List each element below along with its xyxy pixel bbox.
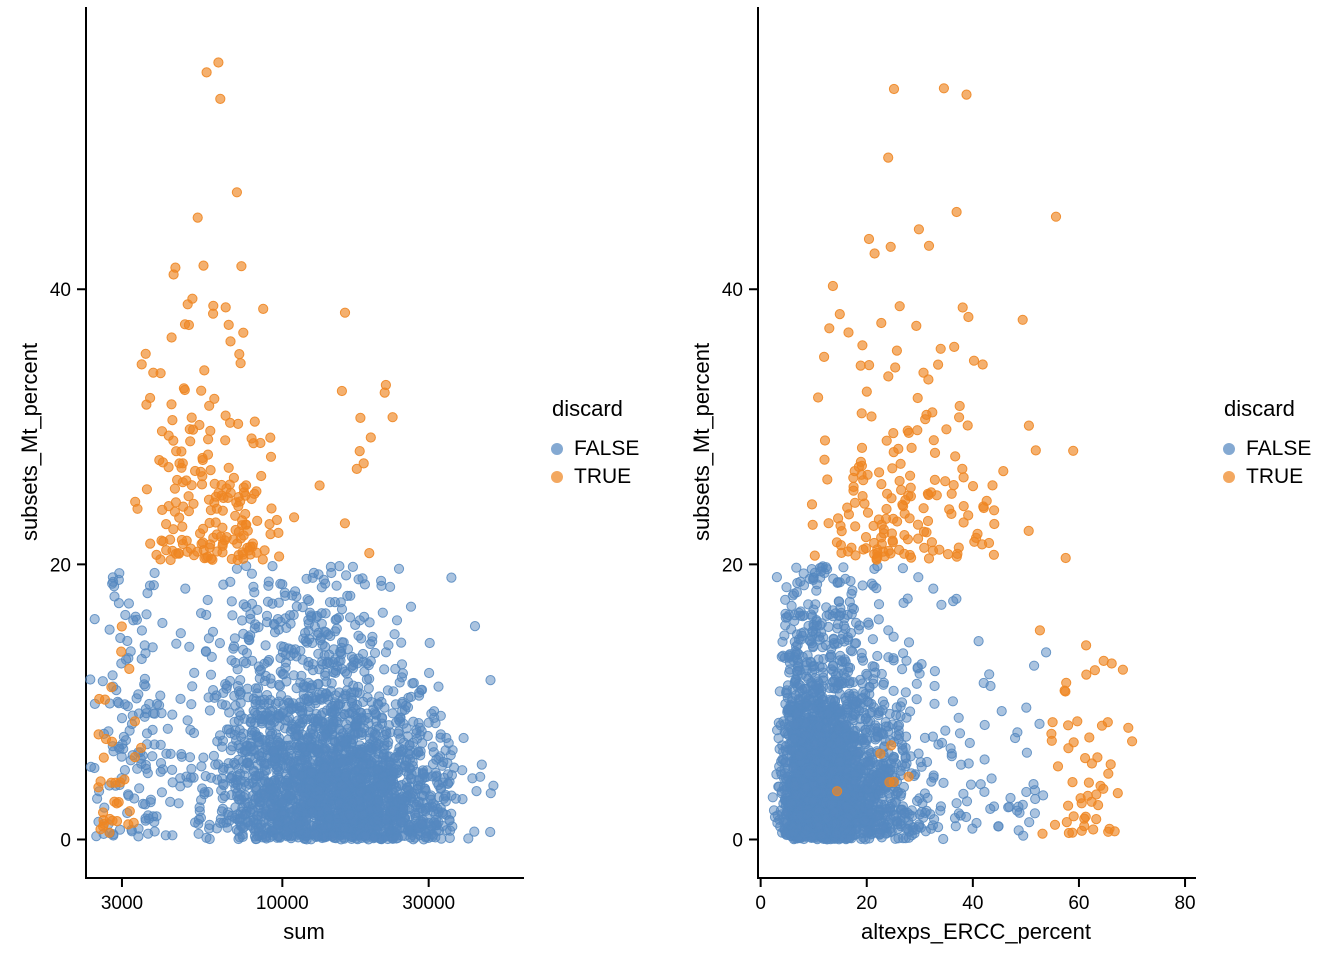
legend-dot-false-icon <box>551 443 563 455</box>
legend-label-false: FALSE <box>1246 437 1312 460</box>
legend-title: discard <box>552 396 623 421</box>
y-tick-label: 40 <box>50 280 71 301</box>
series-TRUE-points <box>806 83 1138 839</box>
legend-dot-true-icon <box>1223 471 1235 483</box>
legend-item-false: FALSE <box>551 435 639 463</box>
legend-label-true: TRUE <box>574 465 632 488</box>
x-tick-label: 60 <box>1068 893 1089 914</box>
scatter-plot-left: 3000 10000 30000 0 20 40 <box>50 7 524 914</box>
y-axis-label: subsets_Mt_percent <box>17 342 42 542</box>
legend-item-true: TRUE <box>551 463 639 491</box>
x-tick-label: 10000 <box>256 893 309 914</box>
scatter-plot-right: 0 20 40 60 80 0 20 40 <box>722 7 1196 914</box>
tick-labels: 0 20 40 60 80 0 20 40 <box>722 280 1196 914</box>
x-tick-label: 80 <box>1174 893 1195 914</box>
series-TRUE-points <box>93 57 398 838</box>
scatter-panel-left: 3000 10000 30000 0 20 40 sum subsets_Mt_perce… <box>17 7 639 944</box>
axis-lines <box>85 7 524 879</box>
y-tick-label: 20 <box>50 555 71 576</box>
legend: discard FALSE TRUE <box>1223 396 1311 491</box>
legend-item-true: TRUE <box>1223 463 1311 491</box>
tick-labels: 3000 10000 30000 0 20 40 <box>50 280 455 914</box>
legend-dot-true-icon <box>551 471 563 483</box>
scatter-panel-right: 0 20 40 60 80 0 20 40 altexps_ERCC_percent subs… <box>672 0 1344 960</box>
y-tick-label: 20 <box>722 555 743 576</box>
axis-lines <box>757 7 1196 879</box>
legend: discard FALSE TRUE <box>551 396 639 491</box>
tick-marks <box>77 288 430 887</box>
y-tick-label: 0 <box>732 830 743 851</box>
tick-marks <box>749 288 1187 887</box>
legend-title: discard <box>1224 396 1295 421</box>
legend-label-false: FALSE <box>574 437 640 460</box>
x-tick-label: 0 <box>755 893 766 914</box>
x-axis-label: altexps_ERCC_percent <box>861 919 1091 944</box>
x-tick-label: 30000 <box>402 893 455 914</box>
series-FALSE-points <box>85 560 499 845</box>
x-tick-label: 20 <box>856 893 877 914</box>
y-tick-label: 0 <box>60 830 71 851</box>
y-tick-label: 40 <box>722 280 743 301</box>
x-axis-label: sum <box>283 919 325 944</box>
legend-label-true: TRUE <box>1246 465 1304 488</box>
legend-item-false: FALSE <box>1223 435 1311 463</box>
legend-dot-false-icon <box>1223 443 1235 455</box>
series-FALSE-points <box>767 561 1052 845</box>
x-tick-label: 40 <box>962 893 983 914</box>
y-axis-label: subsets_Mt_percent <box>689 342 714 542</box>
x-tick-label: 3000 <box>101 893 143 914</box>
